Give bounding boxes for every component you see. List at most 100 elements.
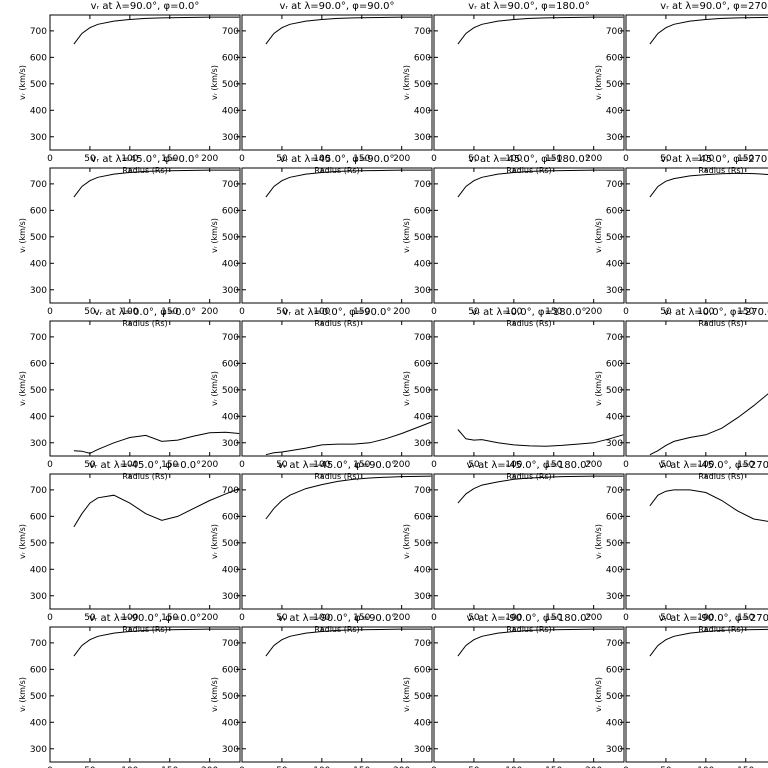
data-line <box>73 488 240 528</box>
plot-frame <box>433 626 625 763</box>
x-tick-label: 100 <box>697 613 714 623</box>
chart-title: vᵣ at λ=90.0°, φ=90.0° <box>279 1 394 12</box>
y-tick-label: 600 <box>222 665 239 675</box>
y-tick-label: 300 <box>606 133 623 143</box>
y-tick-label: 600 <box>606 359 623 369</box>
y-tick-label: 600 <box>606 206 623 216</box>
x-tick-label: 0 <box>431 766 437 768</box>
x-tick-label: 100 <box>697 460 714 470</box>
x-tick-label: 0 <box>623 154 629 164</box>
y-tick-label: 700 <box>414 486 431 496</box>
x-tick-label: 0 <box>239 307 245 317</box>
y-tick-label: 500 <box>414 386 431 396</box>
y-tick-label: 600 <box>30 512 47 522</box>
x-tick-label: 150 <box>737 613 754 623</box>
x-tick-label: 200 <box>393 613 410 623</box>
y-axis-label: vᵣ (km/s) <box>402 524 411 559</box>
data-line <box>457 169 624 198</box>
y-axis-label: vᵣ (km/s) <box>18 677 27 712</box>
data-line <box>265 169 432 198</box>
x-tick-label: 0 <box>47 460 53 470</box>
plot-frame <box>433 167 625 304</box>
y-tick-label: 500 <box>606 233 623 243</box>
x-tick-label: 0 <box>47 766 53 768</box>
y-tick-label: 300 <box>222 133 239 143</box>
chart-title: vᵣ at λ=-90.0°, φ=0.0° <box>89 613 201 624</box>
data-line <box>73 169 240 198</box>
y-tick-label: 700 <box>30 639 47 649</box>
y-tick-label: 300 <box>222 439 239 449</box>
data-line <box>265 16 432 45</box>
plot-frame <box>49 626 241 763</box>
chart-title: vᵣ at λ=-90.0°, φ=90.0° <box>278 613 397 624</box>
y-tick-label: 600 <box>30 206 47 216</box>
y-tick-label: 600 <box>414 359 431 369</box>
x-tick-label: 150 <box>353 307 370 317</box>
x-axis-label: Radius (Rs) <box>122 319 167 328</box>
y-tick-label: 300 <box>30 439 47 449</box>
x-tick-label: 100 <box>121 307 138 317</box>
data-line <box>457 429 624 447</box>
y-tick-label: 700 <box>222 639 239 649</box>
plot-frame <box>625 167 768 304</box>
y-tick-label: 600 <box>606 53 623 63</box>
x-axis-label: Radius (Rs) <box>122 166 167 175</box>
y-tick-label: 600 <box>414 53 431 63</box>
y-tick-label: 500 <box>414 233 431 243</box>
y-tick-label: 500 <box>222 386 239 396</box>
y-tick-label: 700 <box>414 333 431 343</box>
y-tick-label: 700 <box>606 27 623 37</box>
y-tick-label: 500 <box>222 692 239 702</box>
y-tick-label: 400 <box>414 412 431 422</box>
data-line <box>73 16 240 45</box>
chart-title: vᵣ at λ=0.0°, φ=90.0° <box>283 307 392 318</box>
x-axis-label: Radius (Rs) <box>314 319 359 328</box>
x-tick-label: 50 <box>276 307 288 317</box>
plot-frame <box>49 320 241 457</box>
x-tick-label: 150 <box>353 154 370 164</box>
y-tick-label: 600 <box>414 512 431 522</box>
plot-frame <box>241 320 433 457</box>
y-tick-label: 400 <box>30 412 47 422</box>
y-tick-label: 300 <box>606 286 623 296</box>
y-tick-label: 500 <box>606 386 623 396</box>
y-axis-label: vᵣ (km/s) <box>594 524 603 559</box>
x-tick-label: 0 <box>239 766 245 768</box>
x-tick-label: 0 <box>623 766 629 768</box>
x-axis-label: Radius (Rs) <box>314 472 359 481</box>
chart-title: vᵣ at λ=45.0°, φ=270.0° <box>660 154 768 165</box>
data-line <box>457 16 624 45</box>
chart-title: vᵣ at λ=0.0°, φ=0.0° <box>94 307 196 318</box>
y-tick-label: 500 <box>414 539 431 549</box>
data-line <box>649 393 768 456</box>
x-tick-label: 150 <box>737 766 754 768</box>
x-axis-label: Radius (Rs) <box>698 319 743 328</box>
x-axis-label: Radius (Rs) <box>314 625 359 634</box>
y-tick-label: 400 <box>414 259 431 269</box>
x-tick-label: 150 <box>161 460 178 470</box>
x-axis-label: Radius (Rs) <box>314 166 359 175</box>
chart-title: vᵣ at λ=-45.0°, φ=180.0° <box>466 460 591 471</box>
y-tick-label: 700 <box>222 27 239 37</box>
x-tick-label: 50 <box>468 460 480 470</box>
x-tick-label: 0 <box>47 307 53 317</box>
y-axis-label: vᵣ (km/s) <box>18 65 27 100</box>
y-tick-label: 300 <box>414 745 431 755</box>
x-tick-label: 200 <box>393 460 410 470</box>
y-tick-label: 500 <box>30 80 47 90</box>
y-tick-label: 400 <box>222 718 239 728</box>
y-tick-label: 400 <box>30 259 47 269</box>
y-tick-label: 600 <box>414 206 431 216</box>
y-tick-label: 700 <box>414 27 431 37</box>
x-tick-label: 0 <box>47 613 53 623</box>
y-tick-label: 300 <box>222 592 239 602</box>
x-tick-label: 150 <box>353 766 370 768</box>
chart-title: vᵣ at λ=90.0°, φ=270.0° <box>660 1 768 12</box>
y-tick-label: 700 <box>414 180 431 190</box>
x-tick-label: 50 <box>84 460 96 470</box>
x-axis-label: Radius (Rs) <box>122 625 167 634</box>
x-tick-label: 50 <box>660 307 672 317</box>
x-tick-label: 150 <box>737 154 754 164</box>
data-line <box>649 489 768 522</box>
y-tick-label: 300 <box>30 592 47 602</box>
